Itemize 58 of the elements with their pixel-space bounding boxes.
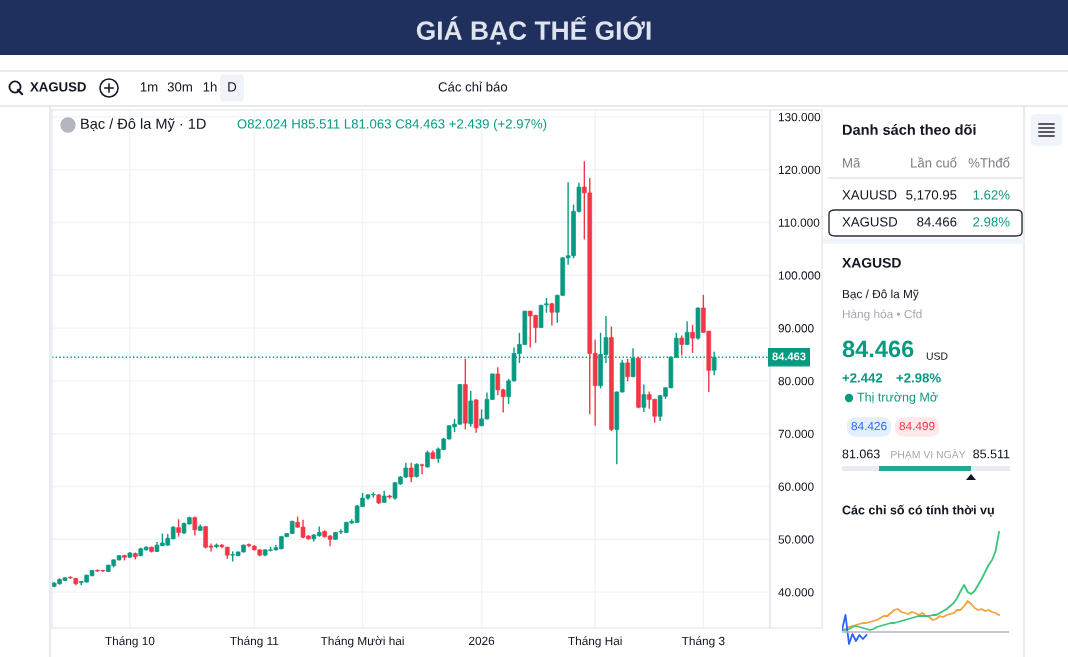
y-tick-label: 60.000 <box>778 482 814 491</box>
x-tick-label: Tháng 3 <box>681 636 725 648</box>
text: PHẠM VI NGÀY <box>891 449 966 460</box>
text: 30m <box>167 82 192 92</box>
y-tick-label: 50.000 <box>778 535 814 544</box>
candlestick <box>684 320 690 346</box>
text: Bạc / Đô la Mỹ · 1D <box>81 118 206 132</box>
text: XAGUSD <box>842 257 901 268</box>
y-tick-label: 80.000 <box>778 376 814 386</box>
x-tick-label: Tháng Mười hai <box>320 636 404 648</box>
text: USD <box>926 352 948 360</box>
x-tick-label: 2026 <box>469 636 495 645</box>
text: Hàng hóa • Cfd <box>842 309 922 321</box>
text: 85.511 <box>973 449 1010 459</box>
candlestick <box>468 390 474 428</box>
text: 84.426 <box>851 421 887 431</box>
text: %Thđổ <box>968 156 1010 168</box>
chart-title: Các chỉ số có tính thời vụ <box>842 504 994 517</box>
text: 1h <box>203 81 217 92</box>
text: 2.98% <box>973 217 1010 227</box>
text: 84.466 <box>842 340 914 358</box>
x-tick-label: Tháng 10 <box>105 636 155 648</box>
text: 1.62% <box>973 190 1010 200</box>
text: 1m <box>140 82 158 92</box>
text: GIÁ BẠC THẾ GIỚI <box>416 16 651 45</box>
candlestick <box>679 334 685 357</box>
text: Lần cuố <box>911 157 957 168</box>
text: D <box>228 82 237 92</box>
text: 81.063 <box>842 449 880 459</box>
text: 84.499 <box>899 421 935 431</box>
text: +2.442 <box>842 373 883 383</box>
text: Các chỉ báo <box>438 81 508 92</box>
text: +2.98% <box>896 373 941 383</box>
candlestick <box>690 324 695 354</box>
candlestick <box>419 463 425 476</box>
text: XAGUSD <box>30 82 86 92</box>
x-tick-label: Tháng Hai <box>568 636 622 648</box>
text: Bạc / Đô la Mỹ <box>842 289 919 301</box>
text: Danh sách theo dõi <box>842 124 976 135</box>
text: XAGUSD <box>842 217 898 227</box>
y-tick-label: 90.000 <box>778 324 814 333</box>
y-tick-label: 130.000 <box>778 112 821 122</box>
candlestick <box>408 462 414 483</box>
candlestick <box>641 383 647 413</box>
text: O82.024 H85.511 L81.063 C84.463 +2.439 (+2.97%) <box>237 118 547 132</box>
y-tick-label: 120.000 <box>778 165 821 175</box>
y-tick-label: 40.000 <box>778 588 814 597</box>
y-tick-label: 100.000 <box>778 271 821 280</box>
y-tick-label: 70.000 <box>778 429 814 439</box>
candlestick <box>625 358 630 383</box>
x-tick-label: Tháng 11 <box>230 636 279 648</box>
text: 5,170.95 <box>906 190 957 202</box>
text: 84.466 <box>917 217 957 227</box>
ref-line-label: 84.463 <box>772 352 806 361</box>
text: Mã <box>843 157 861 168</box>
text: XAUUSD <box>842 190 897 200</box>
text: Thị trường Mở <box>857 391 938 405</box>
y-tick-label: 110.000 <box>778 218 820 227</box>
